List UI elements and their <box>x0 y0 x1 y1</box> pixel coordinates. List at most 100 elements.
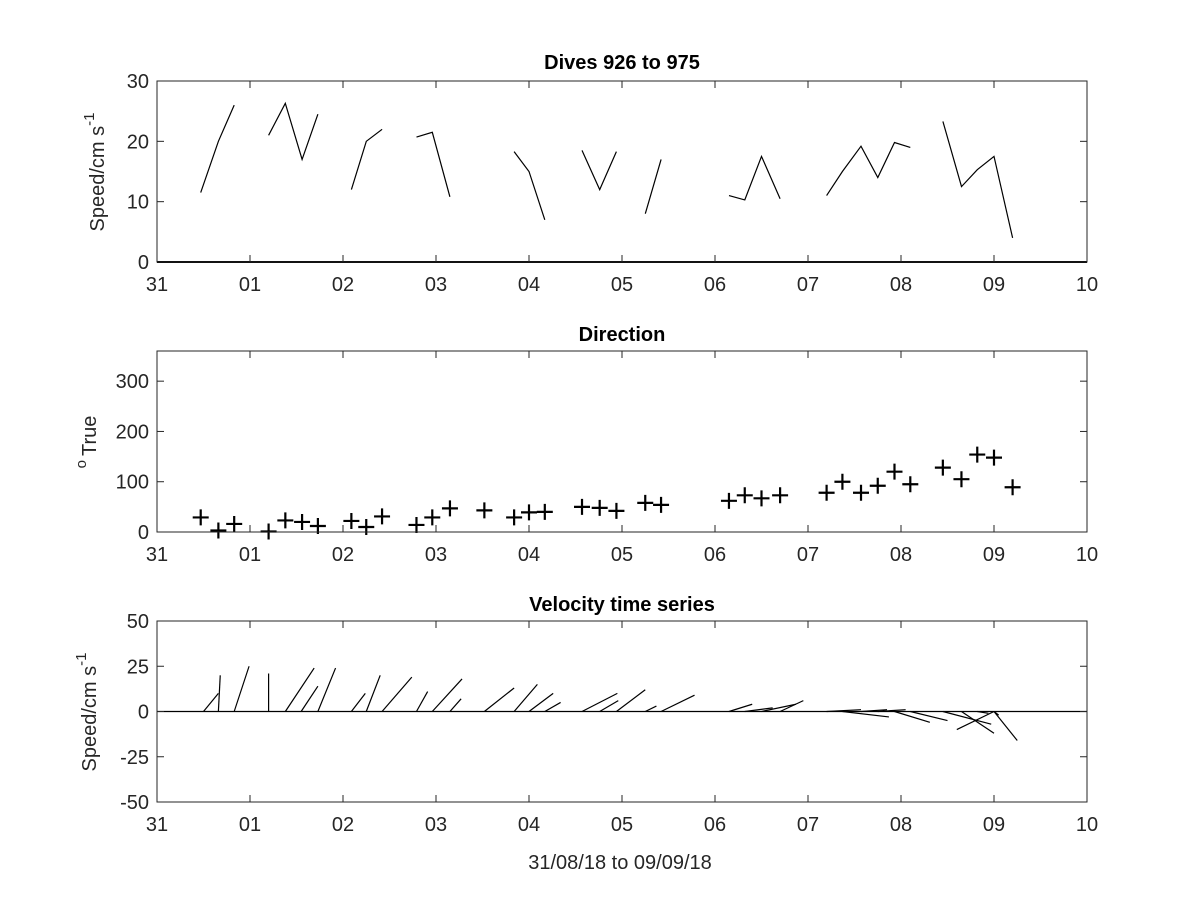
velocity-stick <box>779 700 804 713</box>
direction-point <box>986 449 1002 466</box>
svg-text:Speed/cm s-1: Speed/cm s-1 <box>81 113 109 232</box>
velocity-axis-box <box>156 620 1088 803</box>
velocity-stick <box>513 683 538 712</box>
velocity-ylabel: Speed/cm s-1 <box>73 653 101 772</box>
direction-panel-title: Direction <box>579 324 666 346</box>
y-tick-label: 100 <box>116 472 149 494</box>
speed-line-segment <box>268 101 319 162</box>
direction-point <box>834 473 851 490</box>
x-tick-label: 01 <box>239 274 261 296</box>
x-tick-label: 07 <box>797 544 819 566</box>
direction-point <box>441 500 458 517</box>
x-tick-label: 09 <box>983 814 1005 836</box>
x-tick-label: 02 <box>332 274 354 296</box>
velocity-stick <box>528 692 554 712</box>
y-tick-label: 0 <box>138 702 149 724</box>
speed-axis-box <box>156 80 1088 263</box>
velocity-ticks: 31 01 02 03 04 05 06 07 08 09 10 -50 -25 0 25 50 <box>120 611 1098 836</box>
velocity-stick <box>616 689 646 712</box>
velocity-stick <box>877 709 906 713</box>
speed-line-segment <box>513 151 546 220</box>
direction-ylabel: o True <box>73 416 101 469</box>
velocity-stick <box>961 711 995 734</box>
direction-point <box>309 517 326 534</box>
y-tick-label: 10 <box>127 192 149 214</box>
velocity-stick <box>860 709 888 713</box>
speed-line-segment <box>728 154 781 201</box>
direction-panel: Direction oTrue 31 01 02 03 04 05 06 07 08 09 1001… <box>73 324 1098 566</box>
x-tick-label: 10 <box>1076 814 1098 836</box>
velocity-stick <box>993 711 1018 741</box>
velocity-stick <box>300 685 319 712</box>
velocity-stick <box>350 693 366 712</box>
x-tick-label: 03 <box>425 274 447 296</box>
direction-point <box>853 484 870 501</box>
speed-line-segment <box>942 121 1014 239</box>
velocity-stick <box>910 710 948 722</box>
x-tick-label: 31 <box>146 274 168 296</box>
x-tick-label: 10 <box>1076 544 1098 566</box>
direction-point <box>969 446 986 463</box>
velocity-marks <box>157 666 1087 741</box>
velocity-stick <box>431 678 463 712</box>
x-tick-label: 07 <box>797 274 819 296</box>
y-tick-label: -25 <box>120 747 149 769</box>
speed-panel-title: Dives 926 to 975 <box>544 52 700 74</box>
x-tick-label: 31 <box>146 814 168 836</box>
velocity-ylabel-superscript: -1 <box>73 653 90 666</box>
direction-point <box>277 512 294 529</box>
direction-point <box>294 513 311 530</box>
velocity-stick <box>203 693 219 712</box>
x-tick-label: 07 <box>797 814 819 836</box>
velocity-stick <box>544 701 561 713</box>
direction-point <box>902 476 919 493</box>
speed-line-segment <box>350 128 383 190</box>
velocity-stick <box>977 710 989 714</box>
speed-line-segment <box>826 141 911 196</box>
velocity-stick <box>744 707 773 713</box>
y-tick-label: 50 <box>127 611 149 633</box>
direction-point <box>260 523 277 540</box>
velocity-stick <box>842 710 889 718</box>
svg-text:Speed/cm s-1: Speed/cm s-1 <box>73 653 101 772</box>
velocity-stick <box>284 667 315 712</box>
speed-ticks: 31 01 02 03 04 05 06 07 08 09 10 0 10 20 30 <box>127 71 1098 296</box>
direction-point <box>574 498 591 515</box>
direction-point <box>1004 479 1021 496</box>
velocity-stick <box>483 687 515 712</box>
direction-point <box>343 512 360 529</box>
x-tick-label: 04 <box>518 544 540 566</box>
x-tick-label: 05 <box>611 814 633 836</box>
x-tick-label: 01 <box>239 814 261 836</box>
x-tick-label: 02 <box>332 544 354 566</box>
speed-panel: Dives 926 to 975 Speed/cm s-1 31 01 02 03 04… <box>81 52 1098 296</box>
direction-point <box>753 490 770 507</box>
direction-point <box>521 504 537 521</box>
y-tick-label: 0 <box>138 522 149 544</box>
x-tick-label: 04 <box>518 274 540 296</box>
direction-point <box>720 492 737 509</box>
y-tick-label: 300 <box>116 371 149 393</box>
x-tick-label: 02 <box>332 814 354 836</box>
direction-point <box>424 509 441 526</box>
y-tick-label: 200 <box>116 421 149 443</box>
direction-point <box>506 509 523 526</box>
speed-ylabel-text: Speed/cm s <box>87 126 109 232</box>
velocity-stick <box>217 675 221 712</box>
x-tick-label: 05 <box>611 274 633 296</box>
velocity-stick <box>381 676 413 712</box>
x-tick-label: 08 <box>890 814 912 836</box>
x-tick-label: 08 <box>890 544 912 566</box>
velocity-stick <box>233 666 250 712</box>
direction-point <box>210 522 227 539</box>
x-tick-label: 05 <box>611 544 633 566</box>
speed-line-segment <box>200 104 235 193</box>
direction-point <box>869 477 886 494</box>
direction-point <box>536 503 553 520</box>
x-tick-label: 08 <box>890 274 912 296</box>
velocity-stick <box>894 710 931 723</box>
direction-point <box>226 515 243 532</box>
direction-point <box>886 463 903 480</box>
